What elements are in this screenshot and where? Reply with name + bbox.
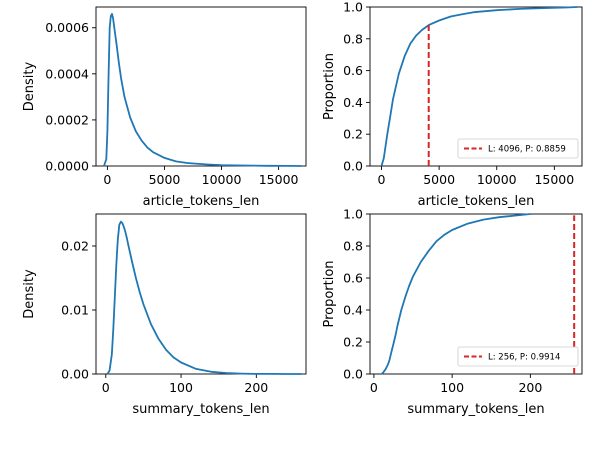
axes-frame	[369, 213, 583, 375]
article-density-chart: 0 5000 10000 15000 0.0000 0.0002 0.0004 0.0006 a…	[22, 6, 307, 209]
series-line	[103, 12, 302, 167]
y-tick-label: 0.6	[343, 63, 363, 78]
y-tick-label: 1.0	[343, 0, 363, 15]
x-axis-label: summary_tokens_len	[132, 402, 269, 417]
x-tick-label: 5000	[423, 172, 455, 187]
y-tick-label: 0.0	[343, 159, 363, 174]
y-axis-label: Proportion	[322, 260, 337, 327]
y-tick-label: 0.0002	[45, 112, 89, 127]
y-tick-label: 0.00	[61, 367, 89, 382]
x-tick-label: 100	[169, 380, 193, 395]
x-tick-label: 200	[518, 380, 542, 395]
x-tick-label: 5000	[149, 172, 181, 187]
y-tick-label: 1.0	[343, 207, 363, 222]
x-tick-label: 10000	[202, 172, 242, 187]
y-tick-label: 0.02	[61, 239, 89, 254]
article-cdf-chart: 0 5000 10000 15000 0.0 0.2 0.4 0.6 0.8 1.0 article…	[322, 0, 583, 209]
y-tick-label: 0.0004	[45, 66, 89, 81]
y-tick-label: 0.01	[61, 303, 89, 318]
x-tick-label: 0	[370, 380, 378, 395]
x-tick-label: 100	[440, 380, 464, 395]
x-tick-label: 200	[244, 380, 268, 395]
x-tick-label: 10000	[477, 172, 517, 187]
x-tick-label: 15000	[259, 172, 299, 187]
y-tick-label: 0.6	[343, 271, 363, 286]
y-tick-label: 0.2	[343, 127, 363, 142]
y-axis-label: Density	[22, 61, 37, 111]
x-tick-label: 0	[378, 172, 386, 187]
y-tick-label: 0.8	[343, 239, 363, 254]
series-line	[381, 213, 531, 375]
y-tick-label: 0.4	[343, 303, 363, 318]
axes-frame	[95, 213, 307, 375]
x-axis-label: article_tokens_len	[143, 194, 260, 209]
x-tick-label: 15000	[534, 172, 574, 187]
y-tick-label: 0.0	[343, 367, 363, 382]
summary-density-chart: 0 100 200 0.00 0.01 0.02 summary_tokens_len Den…	[22, 213, 307, 417]
x-tick-label: 0	[103, 172, 111, 187]
y-tick-label: 0.4	[343, 95, 363, 110]
y-tick-label: 0.8	[343, 31, 363, 46]
y-tick-label: 0.2	[343, 335, 363, 350]
series-line	[380, 6, 578, 167]
axes-frame	[95, 6, 307, 167]
x-axis-label: summary_tokens_len	[407, 402, 544, 417]
legend: L: 4096, P: 0.8859	[457, 138, 579, 159]
series-line	[106, 220, 302, 375]
y-tick-label: 0.0000	[45, 159, 89, 174]
y-axis-label: Proportion	[322, 53, 337, 120]
y-tick-label: 0.0006	[45, 20, 89, 35]
axes-frame	[369, 6, 583, 167]
legend: L: 256, P: 0.9914	[457, 346, 579, 367]
y-axis-label: Density	[22, 269, 37, 319]
x-axis-label: article_tokens_len	[418, 194, 535, 209]
legend-label: L: 4096, P: 0.8859	[488, 145, 566, 155]
legend-box	[457, 346, 579, 367]
summary-cdf-chart: 0 100 200 0.0 0.2 0.4 0.6 0.8 1.0 summary_tokens_…	[322, 207, 583, 417]
legend-box	[457, 138, 579, 159]
legend-label: L: 256, P: 0.9914	[488, 353, 560, 363]
x-tick-label: 0	[102, 380, 110, 395]
